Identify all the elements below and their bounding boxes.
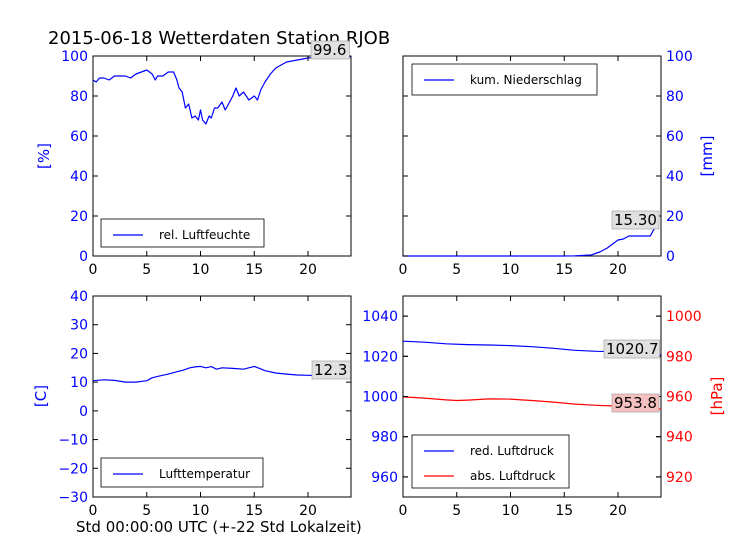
x-tick-label: 0: [399, 503, 408, 519]
plot-frame: [92, 55, 352, 257]
value-annotation-box: [611, 210, 660, 230]
x-tick-label: 15: [245, 503, 263, 519]
figure-title: 2015-06-18 Wetterdaten Station RJOB: [48, 28, 390, 49]
y-axis-label-right: [hPa]: [708, 377, 726, 416]
value-annotation: 99.6: [313, 41, 346, 59]
value-annotation: 1020.7: [606, 340, 659, 358]
y-tick-label: 10: [70, 375, 88, 391]
y-tick-label: 20: [70, 209, 88, 225]
value-annotation: 15.30: [614, 211, 657, 229]
x-tick-label: 10: [192, 503, 210, 519]
humidity-panel: 0 5 10 15 20 0 20 40 60 80 100 [%] rel. Luftfeuchte 9…: [35, 40, 352, 278]
x-tick-label: 20: [609, 262, 627, 278]
x-tick-label: 15: [555, 262, 573, 278]
y-tick-label: 980: [666, 349, 693, 365]
y-tick-label: 1020: [362, 349, 398, 365]
precipitation-panel: 0 5 10 15 20 0 20 40 60 80 100 [mm] kum. Niederschla…: [399, 49, 716, 278]
y-tick-label: 100: [666, 49, 693, 65]
legend-box: [100, 457, 264, 488]
y-axis-label: [%]: [35, 143, 53, 169]
y-tick-label: 40: [666, 169, 684, 185]
x-tick-label: 5: [142, 262, 151, 278]
y-tick-label: 960: [666, 390, 693, 406]
value-annotation: 12.3: [314, 361, 347, 379]
y-tick-label: 20: [666, 209, 684, 225]
y-axis-label: [mm]: [698, 136, 716, 177]
value-annotation-box: [311, 360, 351, 380]
y-tick-label: 960: [371, 470, 398, 486]
y-tick-label: 980: [371, 430, 398, 446]
y-tick-label: 60: [70, 129, 88, 145]
y-tick-label: 1000: [362, 390, 398, 406]
y-tick-label: 40: [70, 289, 88, 305]
legend-label: abs. Luftdruck: [470, 469, 555, 483]
legend-box: [411, 434, 570, 489]
value-annotation-box: [310, 40, 350, 60]
y-tick-label: 920: [666, 470, 693, 486]
pressure-panel: 0 5 10 15 20 960 980 1000 1020 1040 920 940 960 980 10…: [362, 295, 726, 519]
x-tick-label: 5: [452, 262, 461, 278]
temperature-line: [92, 365, 351, 383]
x-tick-label: 20: [299, 262, 317, 278]
x-tick-label: 0: [89, 262, 98, 278]
y-tick-label: 940: [666, 430, 693, 446]
x-tick-label: 10: [502, 503, 520, 519]
y-tick-label: 80: [70, 89, 88, 105]
humidity-line: [92, 56, 351, 125]
plot-frame: [92, 295, 352, 498]
y-tick-label: −20: [58, 461, 88, 477]
y-axis-label: [C]: [32, 385, 50, 407]
value-annotation-box: [603, 339, 660, 359]
x-tick-label: 0: [399, 262, 408, 278]
x-tick-label: 10: [502, 262, 520, 278]
y-tick-label: 0: [79, 404, 88, 420]
x-tick-label: 0: [89, 503, 98, 519]
x-tick-label: 20: [299, 503, 317, 519]
y-tick-label: 40: [70, 169, 88, 185]
x-tick-label: 10: [192, 262, 210, 278]
precipitation-line: [403, 225, 658, 257]
y-tick-label: 60: [666, 129, 684, 145]
x-tick-label: 5: [452, 503, 461, 519]
x-axis-label: Std 00:00:00 UTC (+-22 Std Lokalzeit): [76, 518, 362, 536]
y-tick-label: 1000: [666, 309, 702, 325]
value-annotation: 953.8: [614, 394, 657, 412]
absolute-pressure-line: [402, 396, 662, 410]
x-tick-label: 20: [609, 503, 627, 519]
legend-label: red. Luftdruck: [470, 444, 554, 458]
x-tick-label: 15: [245, 262, 263, 278]
legend-label: rel. Luftfeuchte: [159, 228, 250, 242]
value-annotation-box: [611, 393, 660, 413]
y-tick-label: 20: [70, 346, 88, 362]
x-tick-label: 15: [555, 503, 573, 519]
y-tick-label: 30: [70, 318, 88, 334]
temperature-panel: 0 5 10 15 20 −30 −20 −10 0 10 20 30 40 [C] Lufttempera…: [32, 289, 352, 519]
y-tick-label: 1040: [362, 309, 398, 325]
legend-box: [100, 218, 265, 248]
y-tick-label: 100: [61, 49, 88, 65]
y-tick-label: −10: [58, 433, 88, 449]
y-tick-label: 0: [79, 249, 88, 265]
legend-label: Lufttemperatur: [159, 467, 250, 481]
y-tick-label: −30: [58, 490, 88, 506]
legend-label: kum. Niederschlag: [470, 73, 582, 87]
y-tick-label: 0: [666, 249, 675, 265]
x-tick-label: 5: [142, 503, 151, 519]
y-tick-label: 80: [666, 89, 684, 105]
